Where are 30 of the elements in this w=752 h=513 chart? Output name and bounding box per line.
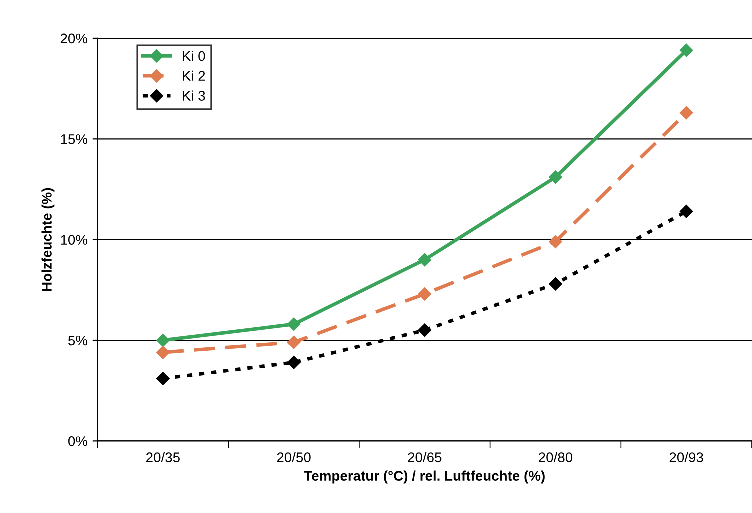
point [680, 106, 694, 120]
legend-label: Ki 3 [183, 90, 206, 101]
y-tick-label: 5% [68, 336, 88, 346]
x-tick-label: 20/80 [539, 452, 573, 462]
x-tick-label: 20/35 [146, 452, 180, 462]
point [680, 44, 694, 58]
x-tick-label: 20/65 [408, 452, 442, 462]
x-tick-label: 20/93 [670, 452, 704, 462]
point [680, 205, 694, 218]
y-tick-label: 15% [61, 134, 88, 144]
point [287, 336, 301, 350]
point [549, 278, 562, 291]
y-tick-label: 10% [61, 235, 88, 245]
point [549, 170, 562, 184]
y-tick-label: 0% [68, 436, 88, 446]
y-tick-label: 20% [60, 34, 88, 44]
y-axis-title: Holzfeuchte (%) [42, 188, 55, 291]
legend-label: Ki 0 [183, 50, 206, 62]
point [156, 334, 170, 348]
point [418, 324, 432, 338]
point [287, 318, 301, 331]
point [156, 372, 170, 386]
point [418, 253, 432, 267]
x-axis-title: Temperatur (°C) / rel. Luftfeuchte (%) [304, 470, 545, 484]
point [287, 356, 301, 370]
legend-label: Ki 2 [183, 70, 206, 81]
point [156, 346, 170, 360]
point [549, 235, 562, 248]
point [418, 288, 432, 301]
x-tick-label: 20/50 [277, 452, 311, 462]
